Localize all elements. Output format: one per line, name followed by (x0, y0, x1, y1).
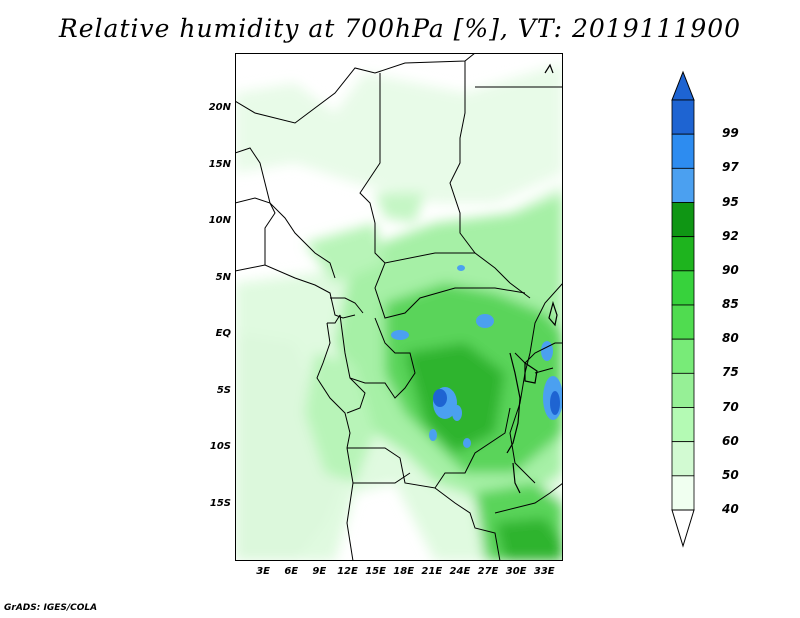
lat-tick-label: EQ (215, 328, 231, 340)
lat-tick-label: 15N (208, 158, 231, 170)
lon-tick-label: 3E (256, 566, 270, 577)
colorbar (671, 70, 695, 548)
colorbar-swatch (671, 407, 695, 443)
lon-tick-label: 21E (421, 566, 443, 577)
humidity-field (235, 63, 563, 561)
colorbar-level-label: 99 (722, 126, 739, 141)
colorbar-level-label: 75 (722, 365, 739, 380)
colorbar-swatch (671, 304, 695, 340)
lon-tick-label: 33E (533, 566, 555, 577)
colorbar-swatch (671, 270, 695, 306)
map-frame (235, 53, 563, 561)
lat-tick-label: 10N (208, 215, 231, 227)
colorbar-level-label: 50 (722, 467, 739, 482)
colorbar-swatch (671, 475, 695, 511)
saturation-spots (391, 265, 563, 448)
country-borders (235, 53, 563, 561)
colorbar-level-label: 70 (722, 399, 739, 414)
colorbar-level-label: 95 (722, 194, 739, 209)
lon-tick-label: 18E (393, 566, 415, 577)
colorbar-swatch (671, 338, 695, 374)
lakes (506, 63, 558, 494)
lat-tick-label: 5S (216, 384, 231, 396)
colorbar-swatch (671, 167, 695, 203)
colorbar-level-label: 97 (722, 160, 739, 175)
lon-tick-label: 12E (337, 566, 358, 577)
lat-tick-label: 20N (208, 102, 231, 114)
map-panel (235, 53, 563, 561)
lon-tick-label: 9E (312, 566, 327, 577)
lat-tick-label: 15S (209, 497, 231, 509)
colorbar-swatch (671, 202, 695, 238)
colorbar-level-label: 60 (722, 433, 739, 448)
colorbar-swatch (671, 99, 695, 135)
lon-tick-label: 15E (365, 566, 386, 577)
software-credit: GrADS: IGES/COLA (4, 603, 98, 613)
colorbar-bottom-arrow (671, 509, 695, 548)
colorbar-level-label: 40 (722, 502, 739, 516)
humidity-map (235, 53, 563, 561)
colorbar-swatch (671, 372, 695, 408)
lat-tick-label: 5N (215, 271, 231, 283)
colorbar-swatch (671, 236, 695, 272)
colorbar-level-label: 85 (722, 297, 739, 311)
lat-tick-label: 10S (209, 441, 231, 453)
colorbar-level-label: 90 (722, 262, 739, 277)
colorbar-swatch (671, 441, 695, 477)
lon-tick-label: 24E (449, 566, 471, 577)
lon-tick-label: 30E (505, 566, 527, 577)
lon-tick-label: 6E (284, 566, 299, 577)
colorbar-top-arrow (671, 70, 695, 101)
colorbar-swatch (671, 133, 695, 169)
lon-tick-label: 27E (477, 566, 499, 577)
map-title: Relative humidity at 700hPa [%], VT: 201… (58, 14, 742, 43)
colorbar-level-label: 80 (722, 331, 739, 346)
colorbar-level-label: 92 (722, 228, 739, 243)
